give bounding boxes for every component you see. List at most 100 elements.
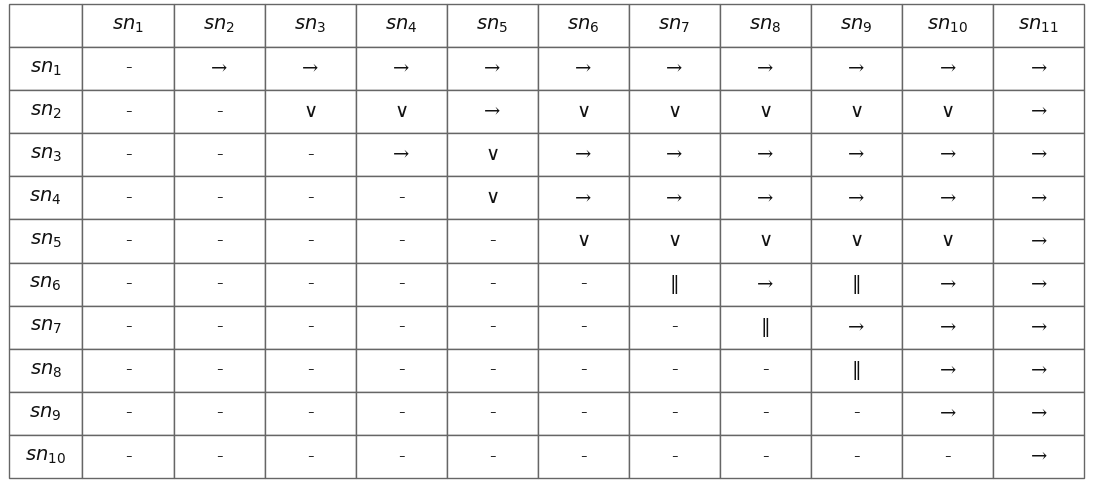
Text: -: - (215, 448, 222, 466)
Text: -: - (307, 362, 314, 379)
Bar (720, 435, 811, 478)
Text: $sn_2$: $sn_2$ (30, 103, 61, 121)
Bar (538, 90, 628, 133)
Text: ∨: ∨ (849, 232, 863, 250)
Bar (82, 47, 174, 90)
Bar (355, 90, 447, 133)
Bar (9, 176, 82, 219)
Bar (628, 306, 720, 349)
Text: $sn_4$: $sn_4$ (385, 16, 418, 35)
Text: →: → (1031, 103, 1047, 120)
Bar (628, 349, 720, 392)
Text: →: → (757, 189, 774, 207)
Bar (994, 435, 1084, 478)
Bar (994, 133, 1084, 176)
Text: -: - (671, 318, 678, 336)
Text: →: → (1031, 275, 1047, 293)
Text: -: - (215, 404, 222, 422)
Bar (538, 219, 628, 263)
Text: -: - (125, 362, 131, 379)
Text: -: - (671, 362, 678, 379)
Text: ‖: ‖ (851, 361, 861, 380)
Text: $sn_9$: $sn_9$ (30, 404, 61, 423)
Bar (902, 349, 994, 392)
Text: $sn_{11}$: $sn_{11}$ (1019, 16, 1059, 35)
Text: -: - (215, 103, 222, 120)
Bar (811, 90, 902, 133)
Bar (994, 4, 1084, 47)
Bar (628, 263, 720, 306)
Bar (82, 133, 174, 176)
Bar (720, 219, 811, 263)
Bar (628, 176, 720, 219)
Bar (628, 47, 720, 90)
Text: -: - (125, 189, 131, 207)
Text: ∨: ∨ (668, 103, 682, 120)
Text: -: - (215, 189, 222, 207)
Bar (994, 176, 1084, 219)
Bar (265, 176, 355, 219)
Text: →: → (484, 103, 501, 120)
Bar (811, 306, 902, 349)
Bar (447, 435, 538, 478)
Text: →: → (393, 146, 410, 164)
Text: -: - (580, 318, 587, 336)
Bar (174, 133, 265, 176)
Bar (902, 392, 994, 435)
Text: ∨: ∨ (485, 146, 500, 164)
Bar (265, 392, 355, 435)
Text: →: → (848, 60, 865, 78)
Text: →: → (575, 60, 591, 78)
Text: -: - (125, 60, 131, 78)
Text: ∨: ∨ (940, 103, 955, 120)
Text: -: - (307, 318, 314, 336)
Bar (628, 219, 720, 263)
Bar (811, 392, 902, 435)
Text: ∨: ∨ (485, 189, 500, 207)
Bar (811, 176, 902, 219)
Text: →: → (757, 275, 774, 293)
Text: →: → (940, 404, 956, 422)
Bar (447, 176, 538, 219)
Text: -: - (398, 232, 404, 250)
Bar (994, 47, 1084, 90)
Text: -: - (215, 232, 222, 250)
Bar (811, 263, 902, 306)
Text: -: - (489, 362, 495, 379)
Text: ∨: ∨ (303, 103, 317, 120)
Text: -: - (125, 275, 131, 293)
Text: -: - (398, 318, 404, 336)
Bar (994, 219, 1084, 263)
Text: →: → (1031, 60, 1047, 78)
Bar (355, 133, 447, 176)
Text: →: → (211, 60, 227, 78)
Text: -: - (125, 318, 131, 336)
Bar (355, 176, 447, 219)
Text: →: → (302, 60, 318, 78)
Text: -: - (762, 362, 768, 379)
Text: ∨: ∨ (576, 103, 590, 120)
Bar (447, 47, 538, 90)
Text: ∨: ∨ (576, 232, 590, 250)
Bar (355, 263, 447, 306)
Text: -: - (854, 448, 860, 466)
Bar (9, 4, 82, 47)
Text: -: - (307, 448, 314, 466)
Bar (174, 176, 265, 219)
Text: →: → (393, 60, 410, 78)
Text: -: - (580, 404, 587, 422)
Text: -: - (125, 146, 131, 164)
Text: -: - (671, 448, 678, 466)
Bar (265, 263, 355, 306)
Bar (174, 90, 265, 133)
Text: -: - (215, 362, 222, 379)
Text: →: → (484, 60, 501, 78)
Text: $sn_3$: $sn_3$ (294, 16, 326, 35)
Bar (811, 47, 902, 90)
Bar (538, 263, 628, 306)
Text: $sn_1$: $sn_1$ (113, 16, 144, 35)
Text: ‖: ‖ (851, 275, 861, 294)
Bar (82, 4, 174, 47)
Text: -: - (671, 404, 678, 422)
Text: →: → (940, 189, 956, 207)
